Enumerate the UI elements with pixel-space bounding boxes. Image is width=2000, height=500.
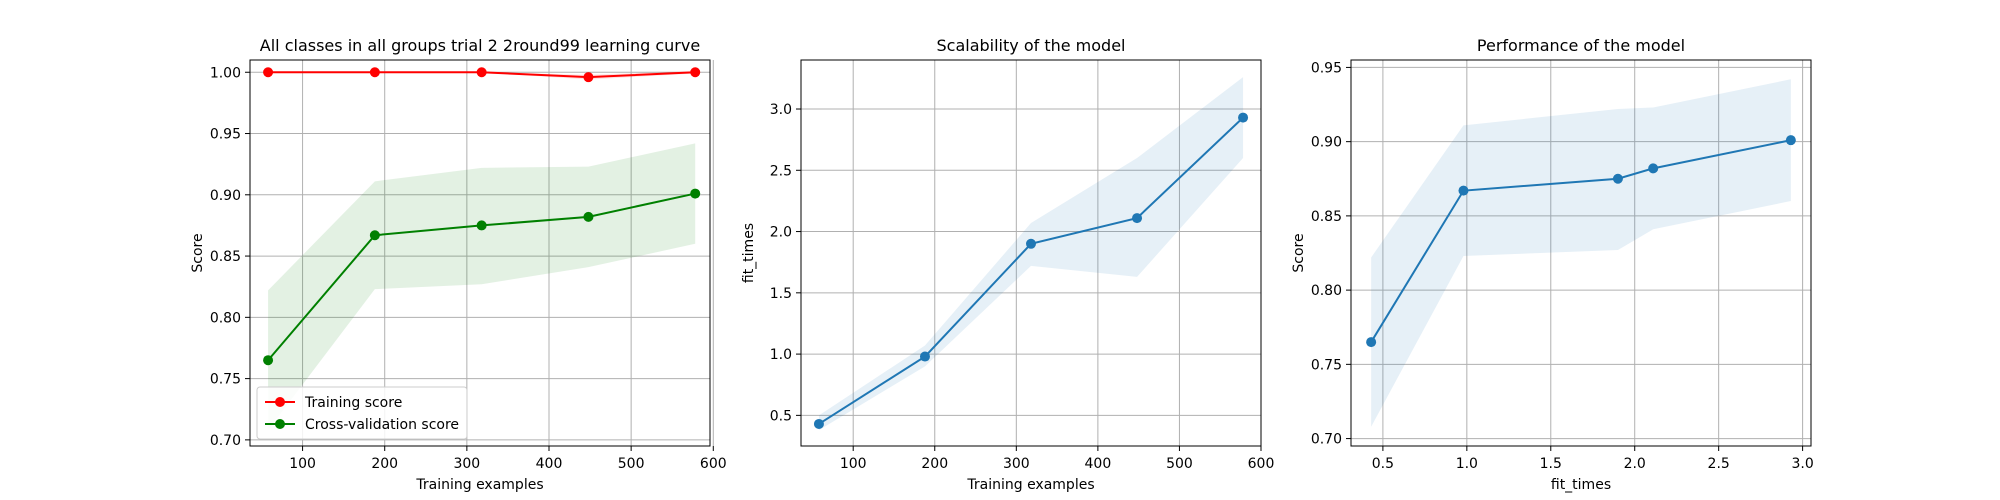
y-tick-label: 0.95 [210,127,241,143]
y-tick-label: 1.5 [770,286,792,302]
x-tick-label: 200 [921,456,948,472]
x-tick-label: 400 [1085,456,1112,472]
chart-title: Performance of the model [1477,36,1685,55]
x-axis-label: fit_times [1551,477,1611,493]
y-tick-label: 0.85 [1311,209,1342,225]
x-axis-label: Training examples [415,477,543,493]
data-point [690,67,701,78]
chart-title: All classes in all groups trial 2 2round… [260,36,700,55]
y-tick-label: 0.95 [1311,60,1342,76]
series-band [1371,79,1791,427]
chart-title: Scalability of the model [937,36,1126,55]
y-tick-label: 0.5 [770,408,792,424]
x-axis-label: Training examples [966,477,1094,493]
x-tick-label: 500 [618,456,645,472]
y-tick-label: 0.80 [1311,283,1342,299]
chart-panel-2: 100 200 300 400 500 600 0.5 1.0 1.5 2.0 2.5 3.0 Scal… [741,36,1274,493]
x-tick-label: 200 [371,456,398,472]
x-tick-label: 300 [453,456,480,472]
data-point [813,418,824,429]
legend-label: Cross-validation score [305,417,459,433]
data-point [690,188,701,199]
chart-panel-1: 100 200 300 400 500 600 0.70 0.75 0.80 0.85 0.90 0.… [190,36,727,493]
data-point [1648,163,1659,174]
y-axis-label: fit_times [741,223,757,283]
y-tick-label: 0.90 [1311,135,1342,151]
y-tick-label: 2.5 [770,163,792,179]
data-point [476,67,487,78]
axes-frame [1350,59,1812,447]
x-tick-label: 2.5 [1708,456,1730,472]
x-tick-label: 500 [1166,456,1193,472]
axes-frame [249,59,711,447]
x-tick-label: 100 [840,456,867,472]
y-tick-label: 0.75 [210,372,241,388]
x-tick-label: 400 [536,456,563,472]
x-tick-label: 1.0 [1456,456,1478,472]
x-tick-label: 1.5 [1540,456,1562,472]
y-tick-label: 0.80 [210,310,241,326]
data-point [1366,337,1377,348]
y-tick-label: 0.85 [210,249,241,265]
x-tick-label: 0.5 [1372,456,1394,472]
x-tick-label: 2.0 [1624,456,1646,472]
y-tick-label: 1.0 [770,347,792,363]
data-point [919,351,930,362]
y-tick-label: 0.90 [210,188,241,204]
series-band [818,77,1244,431]
y-axis-label: Score [190,233,206,272]
legend-label: Training score [304,395,402,411]
data-point [1026,238,1036,249]
data-point [369,67,380,78]
y-tick-label: 0.70 [210,433,241,449]
y-tick-label: 0.75 [1311,357,1342,373]
y-axis-label: Score [1291,233,1307,272]
y-tick-label: 3.0 [770,102,792,118]
x-tick-label: 3.0 [1791,456,1813,472]
legend-marker [275,419,285,429]
legend: Training score Cross-validation score [256,386,468,440]
chart-panel-3: 0.5 1.0 1.5 2.0 2.5 3.0 0.70 0.75 0.80 0.85 0.90 0.… [1291,36,1814,493]
data-point [583,72,594,83]
y-tick-label: 0.70 [1311,432,1342,448]
data-point [583,211,594,222]
y-tick-label: 2.0 [770,225,792,241]
legend-marker [275,397,285,407]
legend-box [256,386,468,440]
data-point [263,67,274,78]
axes-frame [800,59,1262,447]
data-point [1785,135,1796,146]
x-tick-label: 300 [1003,456,1030,472]
data-point [1238,112,1249,123]
x-tick-label: 600 [700,456,727,472]
data-point [476,220,487,231]
data-point [369,230,380,241]
x-tick-label: 600 [1248,456,1275,472]
data-point [1458,185,1469,196]
data-point [263,355,274,366]
data-point [1132,213,1143,224]
y-tick-label: 1.00 [210,65,241,81]
data-point [1612,173,1623,184]
x-tick-label: 100 [289,456,316,472]
